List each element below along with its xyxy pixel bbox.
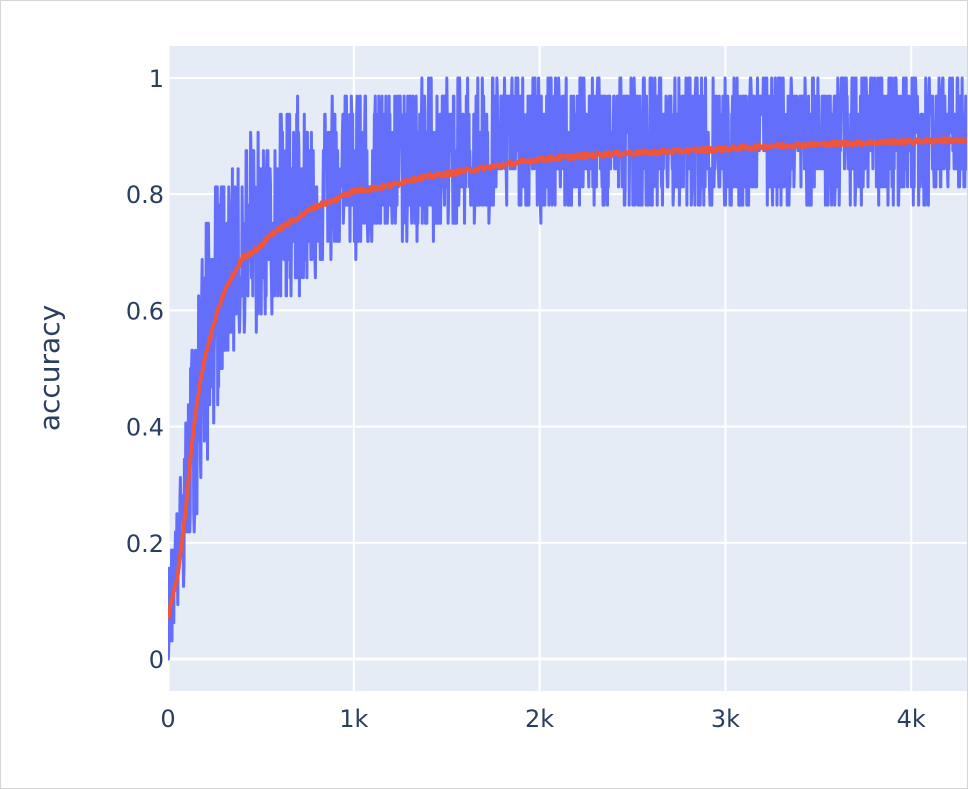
series-layer xyxy=(168,76,967,661)
x-tick-label: 1k xyxy=(339,705,368,733)
y-tick-label: 1 xyxy=(149,65,164,93)
x-tick-label: 2k xyxy=(525,705,554,733)
y-tick-label: 0.2 xyxy=(126,530,164,558)
y-tick-label: 0.6 xyxy=(126,297,164,325)
y-tick-label: 0.8 xyxy=(126,181,164,209)
y-tick-label: 0 xyxy=(149,646,164,674)
y-tick-labels: 0 0.2 0.4 0.6 0.8 1 xyxy=(126,65,164,674)
y-tick-label: 0.4 xyxy=(126,414,164,442)
x-tick-label: 4k xyxy=(897,705,926,733)
x-tick-labels: 0 1k 2k 3k 4k xyxy=(160,705,926,733)
raw-accuracy-line xyxy=(168,76,967,661)
x-tick-label: 3k xyxy=(711,705,740,733)
y-axis-title: accuracy xyxy=(33,305,66,431)
smoothed-accuracy-line xyxy=(168,136,967,620)
x-tick-label: 0 xyxy=(160,705,175,733)
